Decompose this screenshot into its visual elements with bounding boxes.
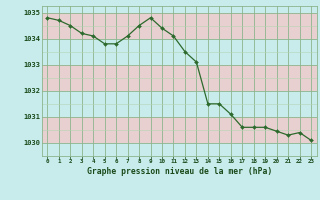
Bar [42,117,317,143]
Bar [42,13,317,39]
Bar [42,65,317,91]
X-axis label: Graphe pression niveau de la mer (hPa): Graphe pression niveau de la mer (hPa) [87,167,272,176]
